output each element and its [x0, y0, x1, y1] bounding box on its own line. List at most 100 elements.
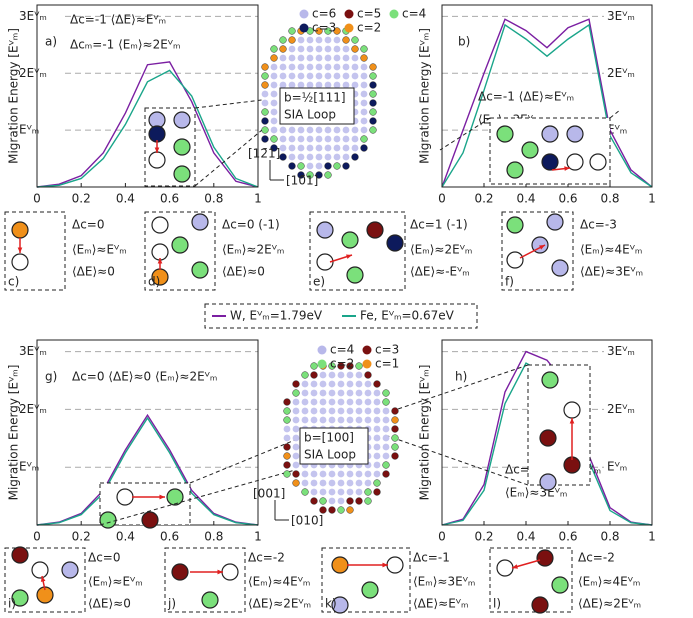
x-tick-label: 0.6 [558, 192, 577, 206]
loop-atom [352, 55, 359, 62]
loop-atom [361, 73, 368, 80]
x-tick-label: 0.2 [474, 530, 493, 544]
loop-atom [352, 73, 359, 80]
x-tick-label: 0.6 [558, 530, 577, 544]
panel-label: b) [458, 35, 470, 49]
edge-atom [262, 118, 269, 125]
loop-atom [325, 136, 332, 143]
loop-atom [383, 435, 390, 442]
edge-atom [280, 46, 287, 53]
x-tick-label: 0 [33, 192, 41, 206]
atom [152, 244, 168, 260]
loop-atom [325, 37, 332, 44]
loop-atom [334, 136, 341, 143]
atom [542, 154, 558, 170]
atom [542, 126, 558, 142]
x-tick-label: 0.8 [600, 192, 619, 206]
panel-label: f) [505, 275, 514, 289]
loop-atom [374, 471, 381, 478]
loop-atom [343, 82, 350, 89]
x-tick-label: 1 [648, 192, 656, 206]
loop-legend-label: c=2 [330, 357, 354, 371]
loop-atom [338, 489, 345, 496]
atom [387, 235, 403, 251]
loop-atom [298, 55, 305, 62]
edge-atom [352, 37, 359, 44]
loop-atom [343, 127, 350, 134]
loop-atom [320, 390, 327, 397]
edge-atom [289, 163, 296, 170]
loop-atom [311, 489, 318, 496]
y-axis-label: Migration Energy [Eⱽₘ] [418, 28, 432, 164]
y-tick-label: 2Eⱽₘ [19, 66, 47, 80]
loop-atom [365, 417, 372, 424]
edge-atom [356, 363, 363, 370]
atom [62, 562, 78, 578]
loop-atom [334, 64, 341, 71]
loop-legend-dot [318, 346, 327, 355]
edge-atom [347, 498, 354, 505]
edge-atom [320, 507, 327, 514]
atom [540, 430, 556, 446]
panel-text: ⟨Eₘ⟩≈3Eⱽₘ [413, 575, 475, 589]
loop-atom [311, 471, 318, 478]
connector [610, 110, 620, 118]
loop-atom [271, 109, 278, 116]
loop-atom [280, 55, 287, 62]
loop-atom [271, 64, 278, 71]
loop-atom [271, 91, 278, 98]
x-tick-label: 0.4 [116, 192, 135, 206]
inset-box [528, 365, 590, 485]
atom [387, 557, 403, 573]
atom [332, 557, 348, 573]
edge-atom [383, 399, 390, 406]
loop-atom [338, 399, 345, 406]
loop-atom [338, 498, 345, 505]
loop-atom [374, 390, 381, 397]
edge-atom [370, 118, 377, 125]
loop-atom [338, 381, 345, 388]
edge-atom [370, 73, 377, 80]
loop-atom [352, 82, 359, 89]
y-tick-label: 2Eⱽₘ [607, 66, 635, 80]
loop-atom [262, 91, 269, 98]
edge-atom [347, 507, 354, 514]
loop-atom [334, 82, 341, 89]
loop-atom [307, 55, 314, 62]
atom [167, 489, 183, 505]
loop-atom [343, 64, 350, 71]
atom [497, 126, 513, 142]
loop-atom [271, 73, 278, 80]
edge-atom [271, 55, 278, 62]
annotation: Δc=0 ⟨ΔE⟩≈0 ⟨Eₘ⟩≈2Eⱽₘ [72, 370, 217, 384]
loop-atom [289, 127, 296, 134]
edge-atom [262, 64, 269, 71]
loop-atom [338, 408, 345, 415]
loop-atom [280, 82, 287, 89]
edge-atom [392, 417, 399, 424]
loop-atom [320, 399, 327, 406]
loop-atom [289, 136, 296, 143]
loop-atom [361, 64, 368, 71]
loop-atom [316, 46, 323, 53]
edge-atom [361, 136, 368, 143]
panel-label: h) [455, 370, 467, 384]
edge-atom [370, 109, 377, 116]
loop-atom [280, 145, 287, 152]
annotation: Δcₘ=-1 ⟨Eₘ⟩≈2Eⱽₘ [70, 38, 180, 52]
connector [195, 100, 262, 108]
y-tick-label: Eⱽₘ [19, 460, 39, 474]
edge-atom [352, 154, 359, 161]
loop-atom [329, 399, 336, 406]
loop-atom [374, 399, 381, 406]
loop-atom [329, 381, 336, 388]
loop-atom [302, 471, 309, 478]
loop-atom [347, 471, 354, 478]
loop-atom [356, 381, 363, 388]
x-tick-label: 0.2 [72, 192, 91, 206]
loop-atom [356, 480, 363, 487]
annotation: ⟨Eₘ⟩≈3Eⱽₘ [505, 486, 567, 500]
loop-atom [361, 109, 368, 116]
loop-atom [298, 136, 305, 143]
atom [174, 166, 190, 182]
